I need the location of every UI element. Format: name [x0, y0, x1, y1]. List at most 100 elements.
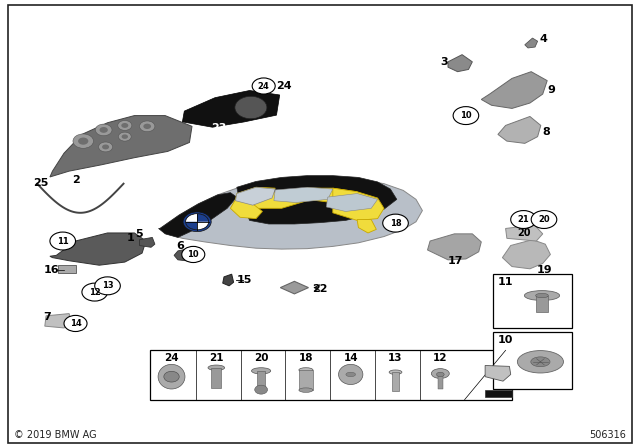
- Text: 1: 1: [127, 233, 134, 243]
- Polygon shape: [236, 187, 275, 204]
- Text: 2: 2: [72, 175, 79, 185]
- Text: 12: 12: [89, 288, 100, 297]
- Polygon shape: [428, 234, 481, 260]
- Bar: [211, 368, 221, 388]
- Circle shape: [102, 144, 109, 149]
- Ellipse shape: [531, 357, 550, 367]
- Circle shape: [235, 96, 267, 119]
- Bar: [438, 375, 443, 389]
- Circle shape: [99, 142, 113, 152]
- Circle shape: [50, 232, 76, 250]
- Text: 13: 13: [388, 353, 403, 362]
- Bar: [299, 370, 313, 390]
- Polygon shape: [307, 188, 357, 202]
- Text: 18: 18: [299, 353, 313, 362]
- Text: 24: 24: [258, 82, 269, 90]
- Polygon shape: [182, 90, 280, 127]
- Polygon shape: [485, 366, 511, 381]
- Bar: [392, 372, 399, 392]
- Bar: [257, 371, 265, 390]
- Circle shape: [186, 214, 209, 230]
- Text: 23: 23: [211, 123, 227, 133]
- Text: 11: 11: [498, 277, 513, 287]
- Circle shape: [122, 123, 129, 128]
- FancyBboxPatch shape: [493, 332, 572, 389]
- Text: 8: 8: [542, 127, 550, 137]
- FancyBboxPatch shape: [58, 265, 76, 273]
- Polygon shape: [502, 240, 550, 269]
- Text: 12: 12: [433, 353, 447, 362]
- Text: 17: 17: [448, 256, 463, 266]
- Circle shape: [183, 212, 211, 232]
- Circle shape: [383, 214, 408, 232]
- Text: 7: 7: [44, 312, 51, 322]
- Wedge shape: [197, 214, 209, 222]
- Polygon shape: [159, 193, 237, 237]
- Circle shape: [95, 277, 120, 295]
- Polygon shape: [448, 55, 472, 72]
- Text: 4: 4: [540, 34, 547, 44]
- Ellipse shape: [252, 368, 271, 374]
- Polygon shape: [333, 188, 384, 220]
- Text: 14: 14: [344, 353, 358, 362]
- Polygon shape: [236, 187, 275, 205]
- Polygon shape: [253, 190, 307, 208]
- Bar: [536, 296, 548, 312]
- Polygon shape: [506, 225, 543, 241]
- Text: 21: 21: [518, 215, 529, 224]
- Ellipse shape: [517, 351, 563, 373]
- Polygon shape: [237, 176, 397, 224]
- Polygon shape: [140, 237, 155, 247]
- Circle shape: [100, 127, 108, 133]
- Text: 16: 16: [44, 265, 59, 275]
- Text: 21: 21: [209, 353, 223, 362]
- Circle shape: [453, 107, 479, 125]
- Text: 10: 10: [460, 111, 472, 120]
- Ellipse shape: [524, 291, 559, 301]
- Ellipse shape: [436, 372, 444, 377]
- Text: 25: 25: [33, 178, 49, 188]
- Circle shape: [143, 124, 151, 129]
- Circle shape: [118, 132, 131, 141]
- Circle shape: [252, 78, 275, 94]
- Polygon shape: [45, 314, 72, 328]
- Text: 24: 24: [164, 353, 179, 362]
- Text: 506316: 506316: [589, 431, 626, 440]
- Ellipse shape: [299, 388, 313, 392]
- Circle shape: [122, 134, 128, 139]
- Text: 20: 20: [538, 215, 550, 224]
- Text: 10: 10: [188, 250, 199, 259]
- Polygon shape: [525, 38, 538, 48]
- Polygon shape: [223, 274, 234, 286]
- Polygon shape: [280, 281, 308, 294]
- Polygon shape: [481, 72, 547, 108]
- Text: 20: 20: [517, 228, 531, 238]
- Polygon shape: [498, 116, 541, 143]
- Ellipse shape: [299, 368, 313, 372]
- Circle shape: [78, 138, 88, 145]
- Text: © 2019 BMW AG: © 2019 BMW AG: [14, 431, 97, 440]
- Polygon shape: [282, 188, 333, 201]
- Polygon shape: [274, 187, 333, 202]
- Ellipse shape: [431, 369, 449, 379]
- Text: 13: 13: [102, 281, 113, 290]
- Polygon shape: [50, 233, 146, 265]
- Circle shape: [95, 124, 112, 136]
- Text: 19: 19: [536, 265, 552, 275]
- Ellipse shape: [536, 293, 548, 298]
- Circle shape: [64, 315, 87, 332]
- Polygon shape: [159, 177, 422, 249]
- Ellipse shape: [339, 364, 363, 384]
- Circle shape: [255, 385, 268, 394]
- Circle shape: [118, 121, 132, 130]
- Ellipse shape: [346, 372, 356, 377]
- Circle shape: [82, 283, 108, 301]
- Ellipse shape: [389, 370, 402, 375]
- Polygon shape: [326, 194, 378, 211]
- FancyBboxPatch shape: [150, 350, 512, 400]
- Polygon shape: [50, 116, 192, 177]
- Circle shape: [182, 246, 205, 263]
- Circle shape: [73, 134, 93, 148]
- Text: 22: 22: [312, 284, 327, 294]
- Ellipse shape: [158, 364, 185, 389]
